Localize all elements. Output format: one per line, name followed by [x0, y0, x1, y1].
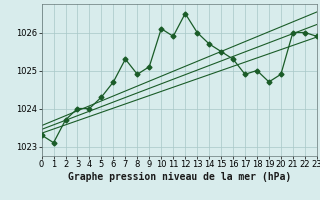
X-axis label: Graphe pression niveau de la mer (hPa): Graphe pression niveau de la mer (hPa): [68, 172, 291, 182]
